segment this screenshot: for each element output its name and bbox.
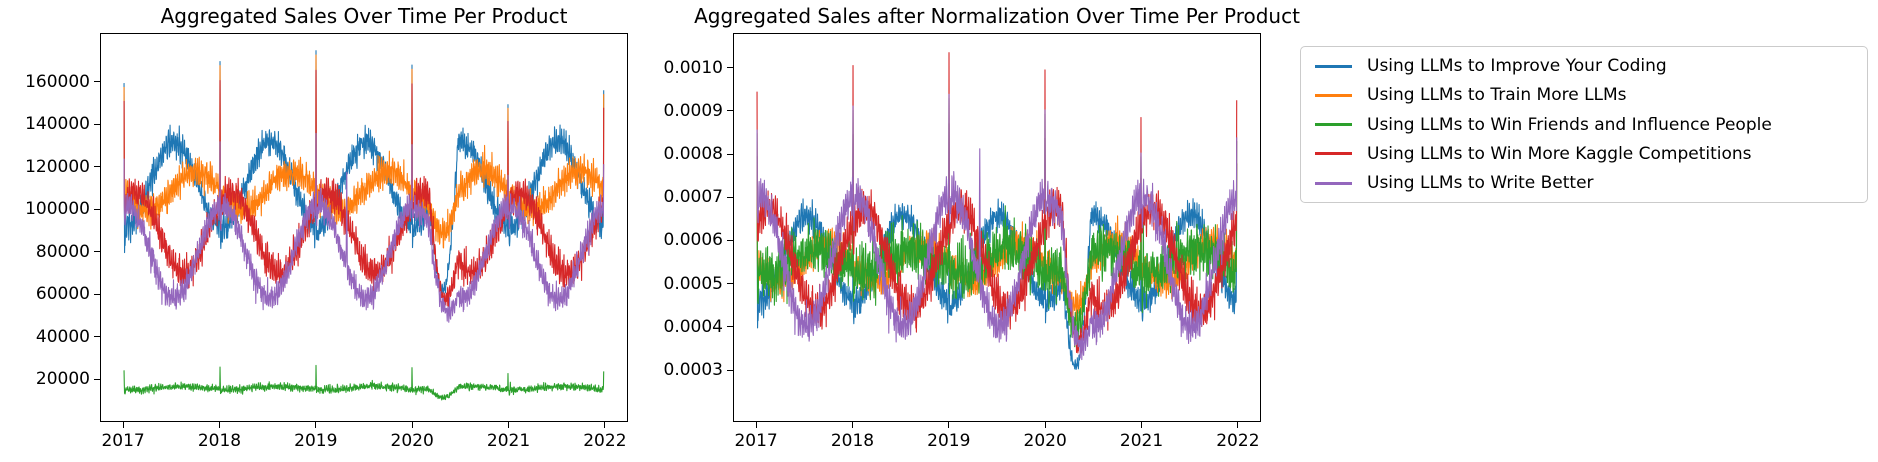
y-tick-label: 160000 — [25, 71, 90, 92]
x-tick-mark — [508, 422, 510, 428]
legend-entry: Using LLMs to Win Friends and Influence … — [1315, 115, 1853, 135]
x-tick-mark — [604, 422, 606, 428]
y-tick-mark — [727, 196, 733, 198]
x-tick-mark — [948, 422, 950, 428]
y-tick-mark — [94, 81, 100, 83]
legend-line-swatch-orange — [1315, 93, 1352, 97]
x-tick-mark — [315, 422, 317, 428]
legend-label: Using LLMs to Train More LLMs — [1367, 85, 1627, 106]
x-tick-label: 2018 — [830, 431, 875, 451]
right-chart-title: Aggregated Sales after Normalization Ove… — [694, 4, 1300, 28]
x-tick-mark — [1237, 422, 1239, 428]
y-tick-label: 0.0005 — [663, 273, 723, 294]
y-tick-mark — [727, 369, 733, 371]
y-tick-label: 60000 — [35, 284, 90, 305]
legend-entry: Using LLMs to Improve Your Coding — [1315, 56, 1853, 76]
x-tick-mark — [1141, 422, 1143, 428]
x-tick-mark — [411, 422, 413, 428]
y-tick-label: 0.0006 — [663, 230, 723, 251]
right-plot-area — [733, 33, 1261, 422]
y-tick-label: 0.0010 — [663, 57, 723, 78]
legend-line-swatch-green — [1315, 123, 1352, 126]
y-tick-mark — [727, 326, 733, 328]
x-tick-label: 2022 — [583, 431, 627, 451]
legend-entry: Using LLMs to Train More LLMs — [1315, 85, 1853, 105]
y-tick-label: 140000 — [25, 114, 90, 135]
legend-label: Using LLMs to Win Friends and Influence … — [1367, 114, 1772, 135]
legend-label: Using LLMs to Write Better — [1367, 173, 1594, 193]
x-tick-label: 2021 — [1119, 431, 1164, 451]
y-tick-mark — [727, 67, 733, 69]
y-tick-mark — [94, 293, 100, 295]
y-tick-mark — [94, 208, 100, 210]
y-tick-label: 0.0004 — [663, 316, 723, 337]
y-tick-label: 120000 — [25, 156, 90, 177]
y-tick-mark — [94, 251, 100, 253]
y-tick-mark — [94, 166, 100, 168]
legend-label: Using LLMs to Improve Your Coding — [1367, 56, 1667, 76]
x-tick-label: 2017 — [734, 431, 778, 451]
x-tick-label: 2021 — [486, 431, 531, 451]
left-plot-area — [100, 33, 628, 422]
legend-box: Using LLMs to Improve Your Coding Using … — [1300, 46, 1868, 203]
x-tick-label: 2018 — [197, 431, 242, 451]
y-tick-mark — [727, 239, 733, 241]
legend-line-swatch-purple — [1315, 181, 1352, 185]
y-tick-label: 0.0003 — [663, 360, 723, 381]
legend-line-swatch-red — [1315, 152, 1352, 156]
y-tick-label: 0.0009 — [663, 100, 723, 121]
y-tick-label: 100000 — [25, 199, 90, 220]
right-plot-canvas — [734, 34, 1260, 421]
legend-entry: Using LLMs to Write Better — [1315, 173, 1853, 193]
x-tick-mark — [1044, 422, 1046, 428]
x-tick-mark — [122, 422, 124, 428]
y-tick-label: 20000 — [35, 369, 90, 390]
legend-line-swatch-blue — [1315, 64, 1352, 68]
y-tick-label: 0.0008 — [663, 144, 723, 165]
x-tick-label: 2022 — [1216, 431, 1260, 451]
x-tick-label: 2017 — [101, 431, 145, 451]
x-tick-mark — [851, 422, 853, 428]
x-tick-label: 2020 — [1023, 431, 1067, 451]
x-tick-mark — [218, 422, 220, 428]
x-tick-label: 2019 — [927, 431, 971, 451]
y-tick-label: 40000 — [35, 326, 90, 347]
y-tick-label: 80000 — [35, 241, 90, 262]
y-tick-mark — [727, 110, 733, 112]
y-tick-mark — [727, 283, 733, 285]
x-tick-mark — [755, 422, 757, 428]
left-plot-canvas — [101, 34, 627, 421]
left-chart-title: Aggregated Sales Over Time Per Product — [160, 4, 568, 28]
x-tick-label: 2020 — [390, 431, 434, 451]
y-tick-mark — [94, 336, 100, 338]
legend-entry: Using LLMs to Win More Kaggle Competitio… — [1315, 144, 1853, 164]
y-tick-mark — [94, 378, 100, 380]
legend-label: Using LLMs to Win More Kaggle Competitio… — [1367, 143, 1752, 164]
y-tick-mark — [94, 123, 100, 125]
y-tick-mark — [727, 153, 733, 155]
y-tick-label: 0.0007 — [663, 187, 723, 208]
x-tick-label: 2019 — [294, 431, 338, 451]
